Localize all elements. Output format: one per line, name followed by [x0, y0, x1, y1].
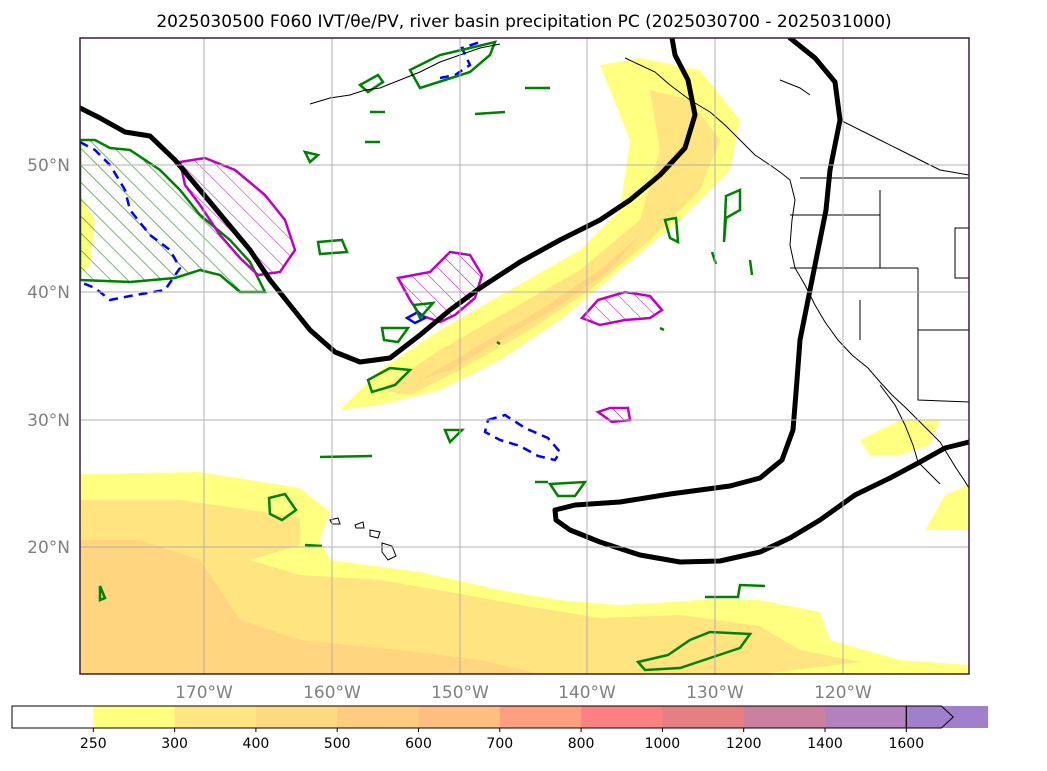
colorbar-segment: [662, 706, 745, 728]
lon-label-170w: 170°W: [175, 683, 233, 703]
colorbar-segment: [418, 706, 501, 728]
borders: [790, 177, 969, 403]
map-title: 2025030500 F060 IVT/θe/PV, river basin p…: [156, 12, 891, 32]
lon-label-140w: 140°W: [558, 683, 616, 703]
theta-region-north: [178, 156, 297, 277]
colorbar-tick-label: 250: [80, 736, 107, 752]
colorbar-segment: [825, 706, 907, 728]
latitude-labels: 50°N 40°N 30°N 20°N: [27, 156, 70, 558]
colorbar-tick-label: 1400: [807, 736, 843, 752]
lon-label-120w: 120°W: [814, 683, 872, 703]
lon-label-130w: 130°W: [686, 683, 744, 703]
blue-dashed-contour-north: [439, 40, 481, 80]
blue-dashed-contour-hawaii: [483, 413, 562, 462]
colorbar: 250 300 400 500 600 700 800 1000 1200 1400 1600: [11, 705, 989, 752]
colorbar-segment: [174, 706, 257, 728]
map-frame: [79, 37, 970, 675]
colorbar-tick-label: 300: [161, 736, 188, 752]
lon-label-160w: 160°W: [303, 683, 361, 703]
longitude-labels: 170°W 160°W 150°W 140°W 130°W 120°W: [175, 683, 872, 703]
colorbar-outline: [11, 705, 907, 729]
colorbar-tick-label: 600: [405, 736, 432, 752]
ivt-shading-south-mid: [80, 500, 860, 674]
colorbar-tick-label: 400: [243, 736, 270, 752]
map-panel: [80, 38, 969, 674]
black-contour: [80, 38, 969, 565]
colorbar-tick-label: 800: [568, 736, 595, 752]
colorbar-tick-label: 1200: [726, 736, 762, 752]
colorbar-segment: [93, 706, 176, 728]
ivt-shading-mexico: [925, 485, 969, 530]
coastlines: [309, 43, 969, 489]
theta-region-east: [579, 290, 664, 327]
blue-contour-small: [404, 310, 428, 325]
lat-label-30n: 30°N: [27, 411, 70, 431]
lon-label-150w: 150°W: [431, 683, 489, 703]
colorbar-tick-label: 700: [486, 736, 513, 752]
pv-contours-small: [98, 40, 766, 672]
ivt-shading-baja: [860, 420, 940, 455]
colorbar-tick-label: 1000: [645, 736, 681, 752]
colorbar-segment: [581, 706, 663, 728]
colorbar-segment: [12, 706, 94, 728]
hawaii-islands: [329, 517, 397, 561]
ivt-shading-river-mid: [380, 90, 720, 395]
colorbar-segment: [337, 706, 419, 728]
colorbar-tick-label: 1600: [888, 736, 924, 752]
lat-label-50n: 50°N: [27, 156, 70, 176]
colorbar-segment: [255, 706, 338, 728]
colorbar-segment: [743, 706, 826, 728]
lat-label-20n: 20°N: [27, 538, 70, 558]
ivt-shading-south-strong: [80, 540, 540, 674]
gridlines: [80, 38, 969, 674]
ivt-shading-river: [340, 58, 740, 410]
lat-label-40n: 40°N: [27, 283, 70, 303]
colorbar-segment: [499, 706, 582, 728]
colorbar-tick-label: 500: [324, 736, 351, 752]
